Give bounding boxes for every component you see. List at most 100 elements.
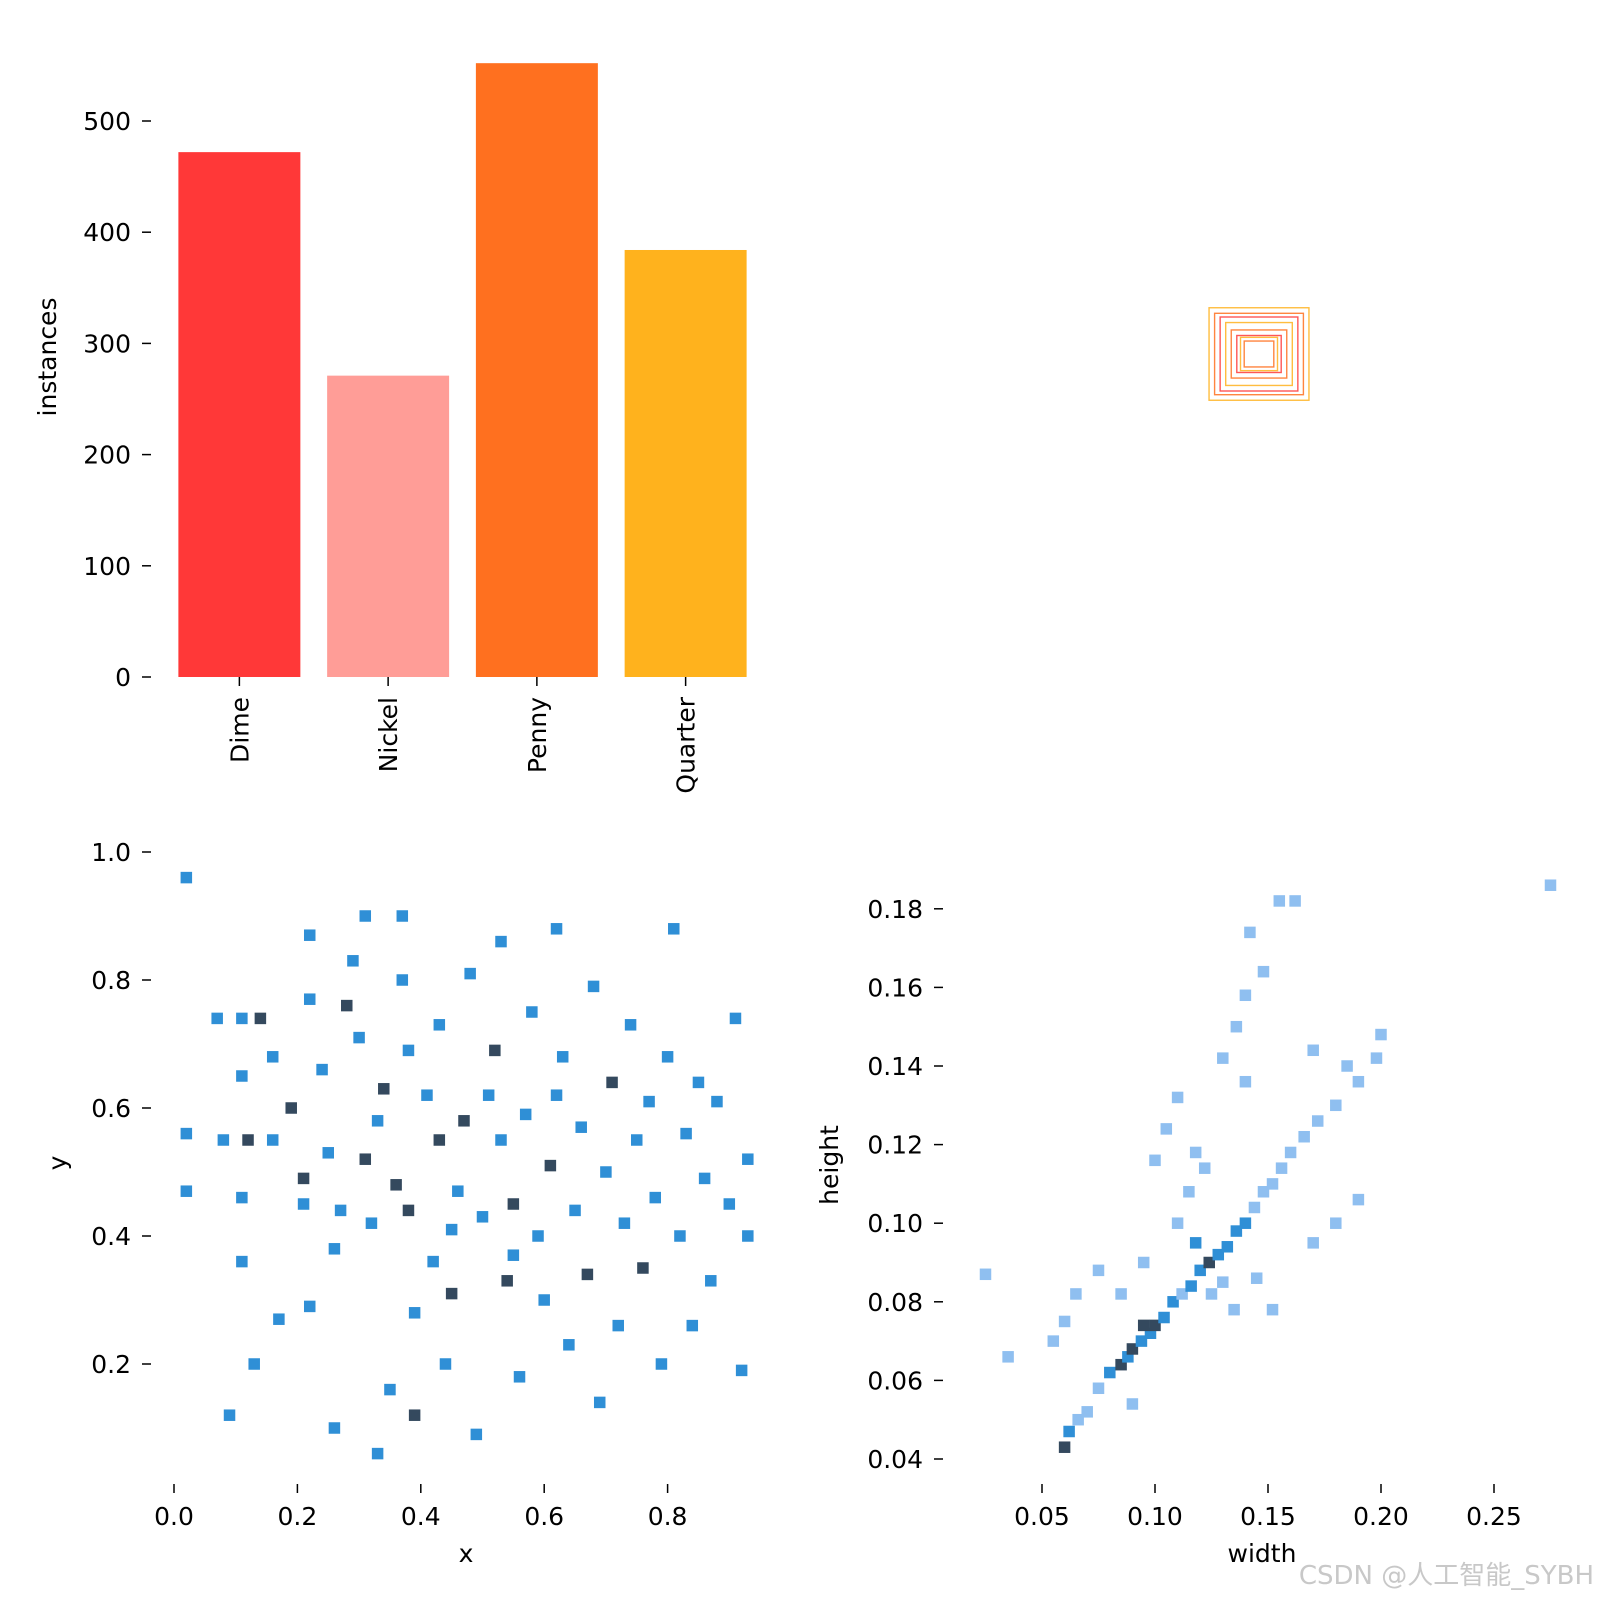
heatmap-cell — [1266, 1178, 1279, 1190]
x-tick-label: 0.6 — [524, 1502, 564, 1531]
heatmap-cell — [371, 1447, 384, 1460]
heatmap-cell — [1149, 1319, 1161, 1332]
label-box — [1230, 329, 1288, 379]
wh-heatmap-cells — [979, 879, 1557, 1453]
heatmap-cell — [1244, 926, 1256, 939]
heatmap-cell — [328, 1422, 341, 1434]
heatmap-cell — [1002, 1351, 1014, 1363]
heatmap-cell — [427, 1255, 439, 1268]
heatmap-cell — [612, 1319, 624, 1332]
label-box — [1213, 312, 1305, 396]
heatmap-cell — [1092, 1264, 1105, 1277]
heatmap-cell — [686, 1319, 699, 1332]
heatmap-cell — [1047, 1335, 1060, 1347]
heatmap-cell — [1212, 1248, 1225, 1261]
heatmap-cell — [1126, 1343, 1139, 1355]
heatmap-cell — [1058, 1315, 1071, 1328]
heatmap-cell — [180, 1127, 193, 1140]
heatmap-cell — [1544, 879, 1557, 891]
y-tick-label: 0.18 — [867, 895, 923, 924]
heatmap-cell — [1198, 1162, 1211, 1174]
heatmap-cell — [513, 1371, 526, 1383]
y-tick-label: 0.8 — [91, 966, 131, 995]
heatmap-cell — [236, 1012, 248, 1025]
heatmap-cell — [489, 1044, 501, 1057]
heatmap-cell — [1194, 1264, 1206, 1277]
heatmap-cell — [711, 1095, 723, 1108]
heatmap-cell — [303, 929, 316, 941]
heatmap-cell — [217, 1134, 230, 1146]
y-tick-label: 1.0 — [91, 838, 131, 867]
x-tick-label: 0.4 — [401, 1502, 441, 1531]
heatmap-cell — [1183, 1186, 1195, 1198]
heatmap-cell — [1239, 989, 1252, 1002]
heatmap-cell — [1158, 1311, 1170, 1324]
heatmap-cell — [1257, 1186, 1270, 1198]
heatmap-cell — [316, 1063, 328, 1076]
heatmap-cell — [408, 1307, 421, 1319]
heatmap-cell — [297, 1172, 310, 1185]
y-tick-label: 100 — [83, 552, 131, 581]
heatmap-cell — [618, 1217, 631, 1229]
heatmap-cell — [575, 1121, 587, 1133]
heatmap-cell — [341, 999, 353, 1012]
heatmap-cell — [303, 1300, 316, 1313]
heatmap-cell — [1092, 1382, 1105, 1395]
heatmap-cell — [211, 1012, 223, 1025]
heatmap-cell — [1081, 1406, 1093, 1418]
heatmap-cell — [593, 1396, 606, 1409]
heatmap-cell — [742, 1230, 754, 1242]
heatmap-cell — [1352, 1075, 1365, 1088]
heatmap-cell — [1135, 1335, 1148, 1347]
heatmap-cell — [600, 1166, 612, 1178]
x-tick-label: Dime — [225, 697, 254, 763]
heatmap-cell — [1307, 1044, 1319, 1057]
heatmap-cell — [273, 1313, 285, 1325]
heatmap-cell — [359, 1153, 372, 1165]
heatmap-cell — [1171, 1217, 1184, 1229]
heatmap-cell — [729, 1012, 742, 1025]
heatmap-cell — [1311, 1115, 1324, 1127]
heatmap-cell — [698, 1172, 711, 1185]
x-tick-label: Nickel — [374, 697, 403, 772]
heatmap-cell — [1330, 1217, 1342, 1229]
y-tick-label: 0.4 — [91, 1222, 131, 1251]
heatmap-cell — [1228, 1303, 1240, 1316]
y-tick-label: 0 — [115, 663, 131, 692]
heatmap-cell — [365, 1217, 378, 1229]
heatmap-cell — [1167, 1296, 1179, 1308]
heatmap-cell — [328, 1243, 341, 1255]
heatmap-cell — [655, 1358, 668, 1370]
heatmap-cell — [550, 1089, 563, 1101]
heatmap-cell — [563, 1339, 575, 1351]
heatmap-cell — [1250, 1272, 1263, 1284]
heatmap-cell — [1176, 1288, 1188, 1300]
heatmap-cell — [452, 1185, 464, 1197]
heatmap-cell — [347, 955, 359, 967]
heatmap-cell — [1370, 1052, 1383, 1064]
heatmap-cell — [1189, 1237, 1202, 1249]
heatmap-cell — [1341, 1060, 1353, 1072]
heatmap-cell — [705, 1275, 717, 1287]
heatmap-cell — [507, 1249, 520, 1261]
heatmap-cell — [544, 1159, 557, 1172]
heatmap-cell — [1375, 1028, 1387, 1041]
bar-y-axis-label: instances — [33, 298, 62, 417]
label-box — [1224, 321, 1293, 387]
heatmap-cell — [1144, 1327, 1157, 1339]
heatmap-cell — [1307, 1237, 1319, 1249]
heatmap-cell — [353, 1031, 365, 1044]
heatmap-cell — [458, 1115, 470, 1127]
heatmap-cell — [464, 967, 476, 980]
heatmap-cell — [482, 1089, 495, 1101]
x-tick-label: 0.25 — [1466, 1502, 1522, 1531]
heatmap-cell — [649, 1191, 662, 1204]
heatmap-cell — [1203, 1256, 1215, 1269]
heatmap-cell — [297, 1198, 310, 1210]
heatmap-cell — [1330, 1099, 1342, 1112]
heatmap-cell — [1185, 1280, 1197, 1292]
x-tick-label: 0.20 — [1353, 1502, 1409, 1531]
y-tick-label: 0.16 — [867, 973, 923, 1002]
heatmap-cell — [1189, 1146, 1202, 1159]
